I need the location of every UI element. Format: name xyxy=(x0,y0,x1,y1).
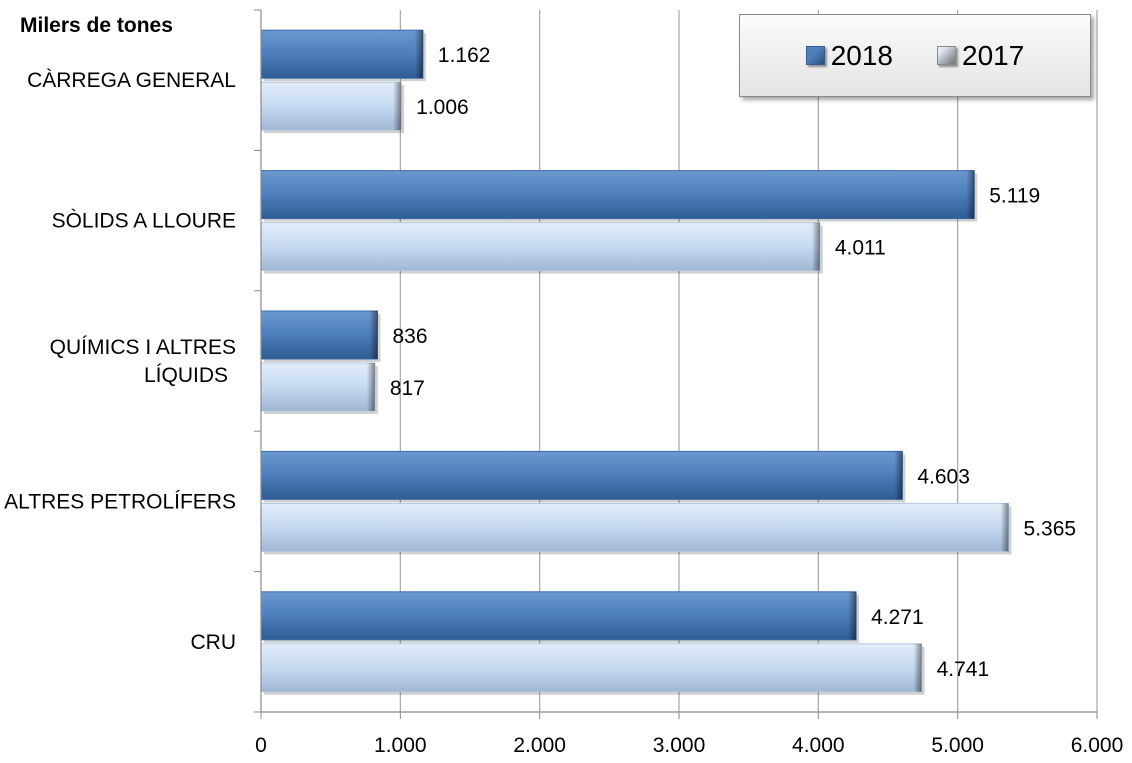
bar-end-bevel xyxy=(966,170,975,219)
y-category-label: CÀRREGA GENERAL xyxy=(27,69,236,92)
bar-end-bevel xyxy=(811,222,820,271)
legend-swatch-2018 xyxy=(805,46,825,65)
bar-end-bevel xyxy=(913,643,922,692)
data-label: 5.119 xyxy=(989,185,1040,208)
data-label: 5.365 xyxy=(1024,517,1077,540)
bar-end-bevel xyxy=(848,591,857,640)
legend-label-2018: 2018 xyxy=(830,39,893,71)
data-label: 4.271 xyxy=(871,606,924,629)
bar-2017 xyxy=(260,362,376,412)
bar-2017 xyxy=(260,643,923,693)
y-category-label: SÒLIDS A LLOURE xyxy=(52,210,236,233)
unit-label: Milers de tones xyxy=(20,14,173,37)
bar-2017 xyxy=(260,502,1010,552)
legend-swatch-2017 xyxy=(937,46,956,65)
bar-2018 xyxy=(260,170,975,220)
x-tick-label: 6.000 xyxy=(1071,734,1124,757)
legend-item-2018: 2018 xyxy=(805,39,893,72)
x-tick-label: 2.000 xyxy=(513,734,566,757)
bar-2018 xyxy=(260,310,378,360)
legend: 2018 2017 xyxy=(739,14,1091,97)
bar-2018 xyxy=(260,29,424,79)
y-category-label: QUÍMICS I ALTRES LÍQUIDS xyxy=(50,336,236,387)
x-tick-label: 3.000 xyxy=(653,734,706,757)
bar-end-bevel xyxy=(414,30,423,79)
legend-item-2017: 2017 xyxy=(937,40,1024,72)
x-tick-label: 5.000 xyxy=(931,734,984,757)
x-tick-label: 4.000 xyxy=(792,734,845,757)
x-tick-label: 1.000 xyxy=(374,734,427,757)
legend-label-2017: 2017 xyxy=(962,39,1025,71)
data-label: 836 xyxy=(392,325,427,348)
data-label: 817 xyxy=(390,377,425,400)
y-category-label: ALTRES PETROLÍFERS xyxy=(4,490,236,513)
data-label: 4.741 xyxy=(937,658,990,681)
data-label: 4.011 xyxy=(835,237,886,260)
x-tick-label: 0 xyxy=(255,734,267,757)
data-label: 1.162 xyxy=(438,44,491,67)
data-label: 1.006 xyxy=(416,96,469,119)
bar-2017 xyxy=(260,222,821,272)
bar-end-bevel xyxy=(894,451,903,500)
bar-end-bevel xyxy=(393,82,402,131)
y-category-label: CRU xyxy=(191,631,237,654)
bar-end-bevel xyxy=(369,311,378,359)
bar-end-bevel xyxy=(1000,503,1009,552)
bar-end-bevel xyxy=(366,363,375,411)
data-label: 4.603 xyxy=(917,465,970,488)
bar-2018 xyxy=(260,450,903,500)
bar-2017 xyxy=(260,81,402,131)
bar-2018 xyxy=(260,591,857,641)
